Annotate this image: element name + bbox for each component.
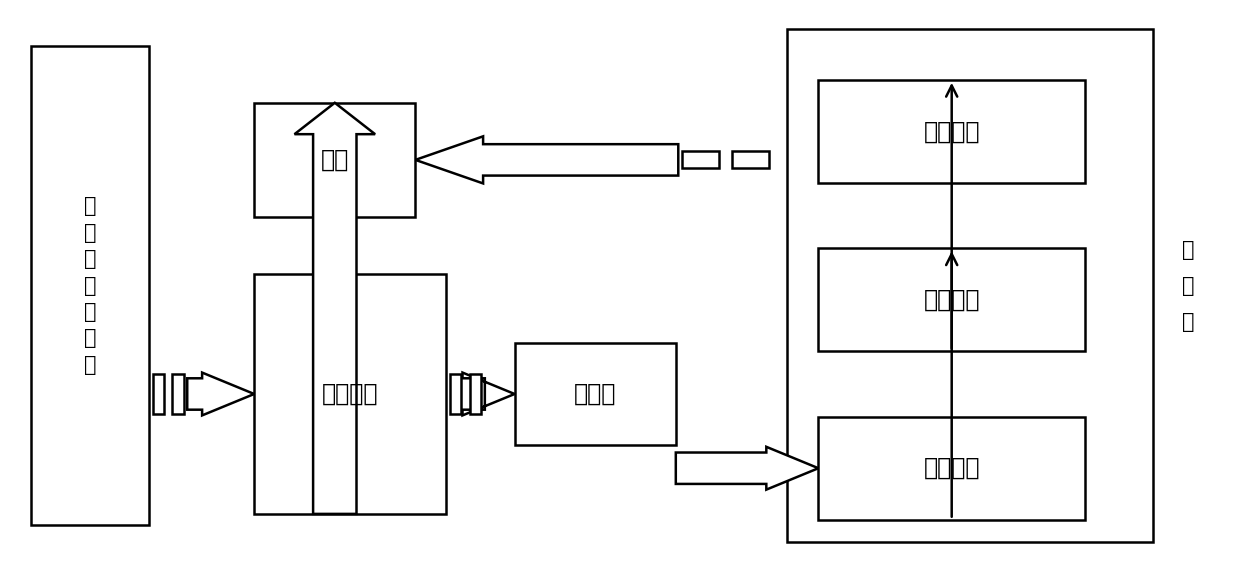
- Text: 结果显示: 结果显示: [924, 119, 980, 143]
- Polygon shape: [295, 103, 374, 514]
- Bar: [254, 103, 415, 217]
- Bar: [153, 374, 164, 414]
- Bar: [172, 374, 184, 414]
- Bar: [818, 248, 1085, 351]
- Polygon shape: [676, 447, 818, 490]
- Bar: [450, 374, 461, 414]
- Text: 摄像机: 摄像机: [574, 382, 616, 406]
- Text: 结
构
光
投
射
装
置: 结 构 光 投 射 装 置: [83, 196, 97, 375]
- Text: 计
算
机: 计 算 机: [1182, 239, 1194, 332]
- Polygon shape: [187, 373, 254, 416]
- Bar: [31, 46, 149, 525]
- Text: 图像处理: 图像处理: [924, 288, 980, 312]
- Text: 图像采集: 图像采集: [924, 456, 980, 480]
- Polygon shape: [415, 136, 678, 183]
- Bar: [818, 80, 1085, 183]
- Bar: [515, 343, 676, 445]
- Bar: [470, 374, 481, 414]
- Bar: [818, 417, 1085, 520]
- Text: 移动: 移动: [321, 148, 348, 172]
- Bar: [732, 151, 769, 168]
- Bar: [682, 151, 719, 168]
- Polygon shape: [463, 373, 515, 416]
- Text: 被测管道: 被测管道: [322, 382, 378, 406]
- Bar: [787, 29, 1153, 542]
- Bar: [254, 274, 446, 514]
